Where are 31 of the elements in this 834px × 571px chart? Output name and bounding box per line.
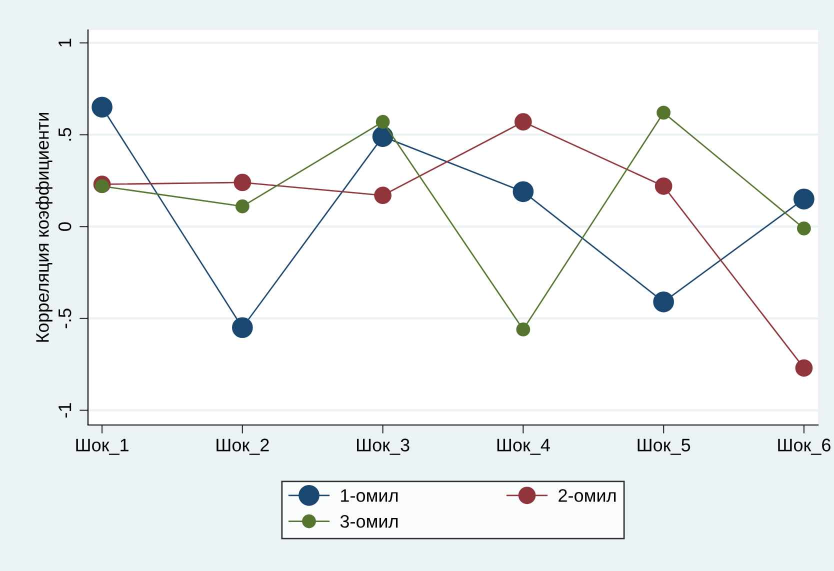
- point: [516, 322, 530, 336]
- point: [235, 199, 250, 214]
- point: [794, 188, 814, 210]
- y-tick-label: -1: [58, 403, 72, 418]
- legend-label: 3-омил: [340, 514, 398, 528]
- point: [797, 221, 811, 236]
- point: [376, 114, 390, 129]
- y-tick-label: -.5: [58, 308, 72, 328]
- y-axis-title: Корреляция коэффициенти: [36, 112, 52, 342]
- x-tick-label: Шок_6: [778, 438, 830, 455]
- point: [512, 181, 534, 202]
- point: [92, 96, 112, 118]
- point: [654, 177, 672, 195]
- legend-label: 1-омил: [341, 489, 398, 502]
- point: [653, 291, 674, 312]
- point: [372, 126, 394, 147]
- y-tick-label: 1: [58, 38, 72, 47]
- point: [234, 174, 252, 192]
- x-tick-label: Шок_2: [216, 438, 269, 455]
- point: [795, 359, 813, 377]
- x-tick-label: Шок_5: [638, 438, 690, 455]
- legend-label: 2-омил: [558, 489, 616, 502]
- y-tick-label: 0: [58, 222, 72, 231]
- point: [656, 106, 671, 120]
- point: [514, 113, 532, 131]
- x-tick-label: Шок_1: [76, 438, 128, 455]
- x-tick-label: Шок_3: [357, 438, 410, 455]
- point: [374, 186, 392, 204]
- point: [232, 317, 253, 338]
- x-tick-label: Шок_4: [497, 438, 550, 455]
- y-tick-label: .5: [58, 128, 72, 141]
